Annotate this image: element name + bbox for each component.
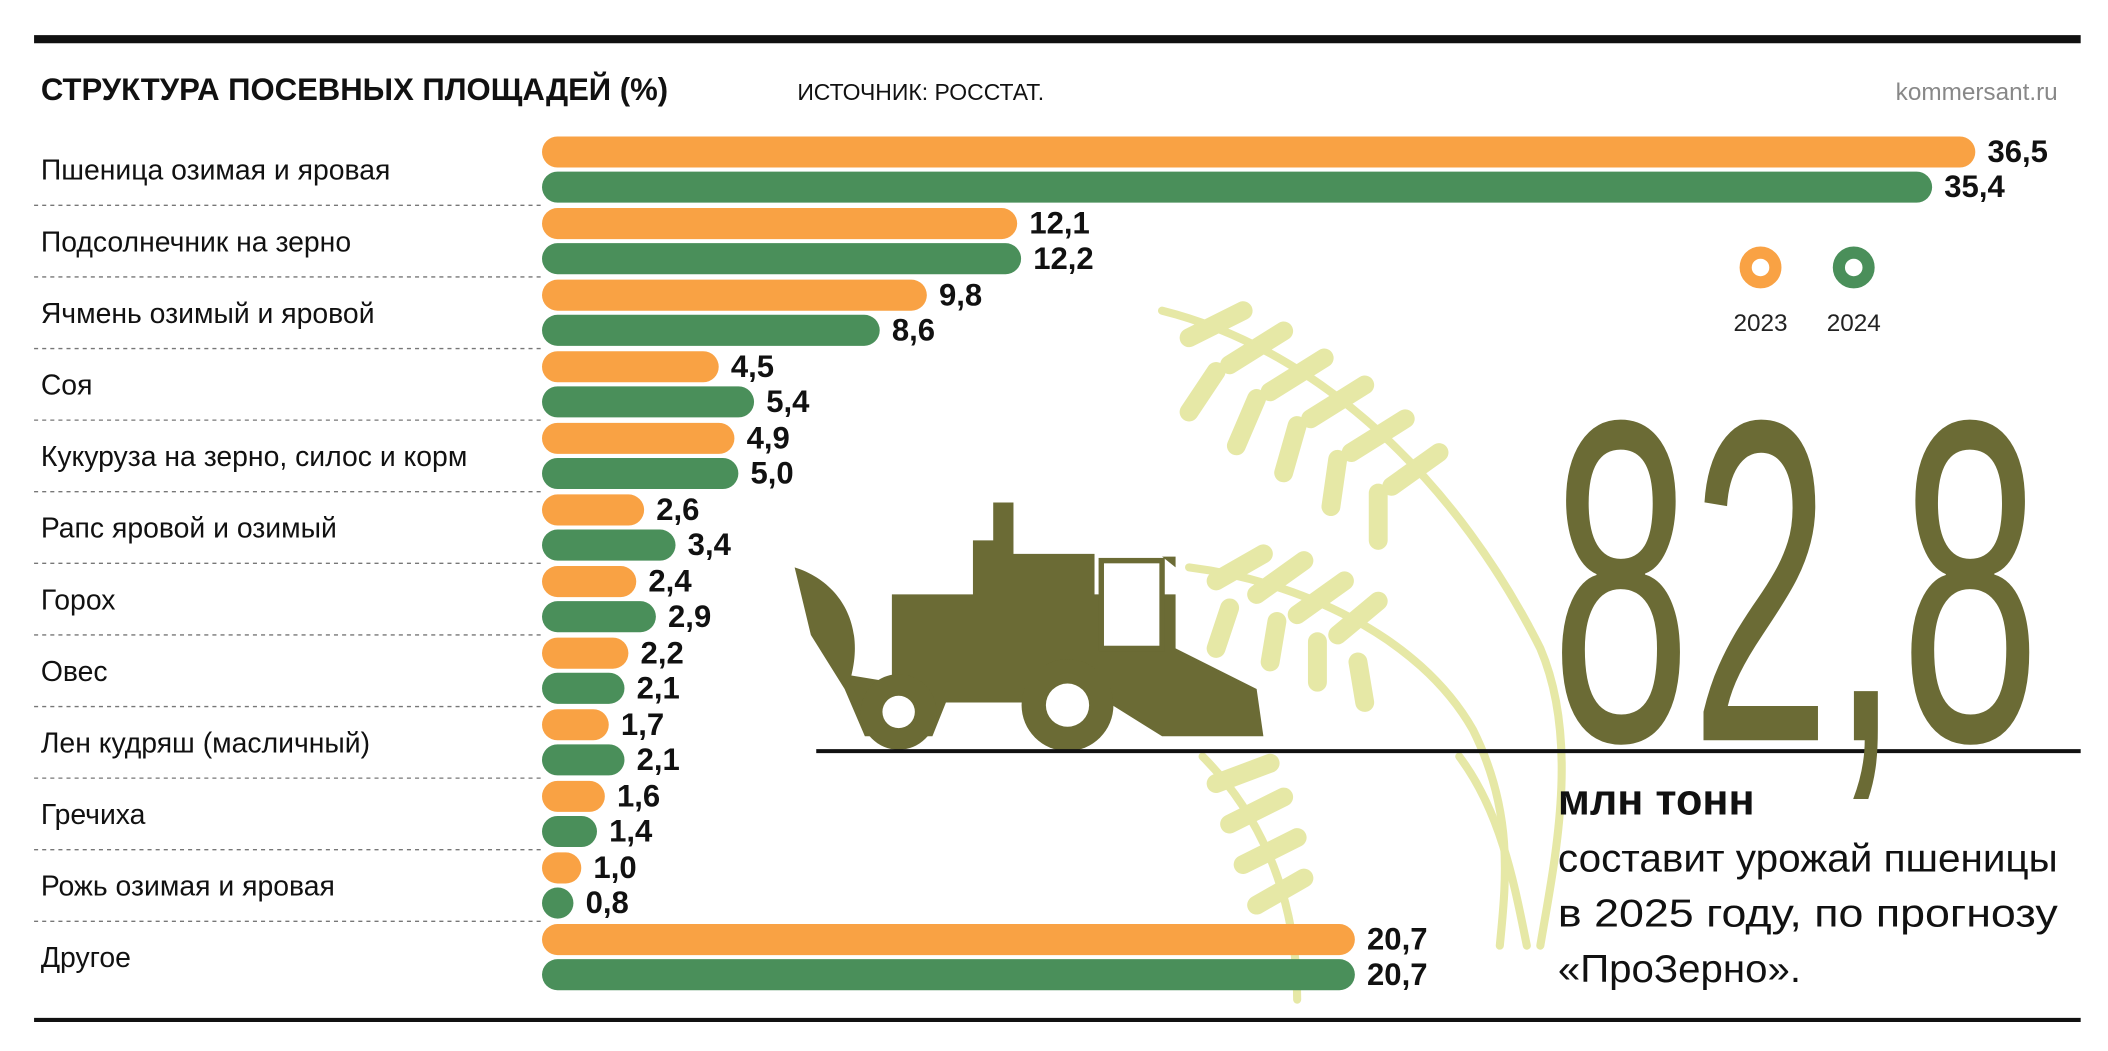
category-label: Другое (41, 942, 131, 974)
bar (542, 924, 1355, 956)
bar (542, 243, 1022, 275)
category-label: Подсолнечник на зерно (41, 226, 351, 258)
category-label: Ячмень озимый и яровой (41, 298, 375, 330)
value-label: 0,8 (586, 885, 629, 920)
site: kommersant.ru (1896, 79, 2058, 106)
category-label: Рожь озимая и яровая (41, 871, 335, 903)
bar (542, 171, 1933, 203)
category-label: Гречиха (41, 799, 146, 831)
value-label: 2,4 (648, 564, 692, 599)
value-label: 1,4 (609, 814, 653, 849)
category-label: Кукуруза на зерно, силос и корм (41, 441, 468, 473)
bar (542, 744, 625, 776)
big-number-unit: млн тонн (1558, 777, 1755, 825)
value-label: 4,5 (731, 349, 774, 384)
bar (542, 815, 597, 848)
bar (542, 529, 676, 561)
value-label: 4,9 (747, 420, 790, 455)
value-label: 20,7 (1367, 922, 1427, 957)
category-label: Горох (41, 584, 116, 616)
bar (542, 672, 625, 704)
bar (542, 351, 719, 383)
source: ИСТОЧНИК: РОССТАТ. (797, 79, 1044, 105)
value-label: 36,5 (1987, 134, 2047, 169)
bar (542, 959, 1355, 991)
legend-marker (1739, 246, 1782, 289)
bar (542, 852, 582, 884)
value-label: 1,6 (617, 778, 660, 813)
bar (542, 601, 656, 633)
value-label: 9,8 (939, 277, 982, 312)
bar (542, 279, 927, 311)
bar (542, 887, 574, 919)
annotation-line: «ПроЗерно». (1558, 948, 1801, 991)
value-label: 12,1 (1029, 206, 1089, 241)
bar (542, 566, 637, 598)
bar (542, 314, 880, 346)
bar (542, 422, 735, 454)
value-label: 2,9 (668, 599, 711, 634)
value-label: 1,0 (593, 850, 636, 885)
chart-title: СТРУКТУРА ПОСЕВНЫХ ПЛОЩАДЕЙ (%) (41, 71, 668, 107)
big-number: 82,8 (1551, 325, 2040, 838)
bar (542, 494, 645, 526)
category-label: Лен кудряш (масличный) (41, 727, 370, 759)
value-label: 5,4 (766, 384, 810, 419)
bar (542, 136, 1976, 168)
value-label: 2,1 (637, 670, 680, 705)
value-label: 1,7 (621, 707, 664, 742)
value-label: 2,2 (641, 635, 684, 670)
value-label: 12,2 (1033, 241, 1093, 276)
bar (542, 637, 629, 669)
bar (542, 457, 739, 490)
value-label: 5,0 (751, 456, 794, 491)
value-label: 35,4 (1944, 169, 2005, 204)
bar (542, 709, 609, 741)
bar (542, 208, 1018, 240)
value-label: 3,4 (688, 527, 732, 562)
value-label: 2,6 (656, 492, 699, 527)
category-label: Овес (41, 656, 108, 688)
annotation-line: составит урожай пшеницы (1558, 837, 2058, 880)
annotation-line: в 2025 году, по прогнозу (1558, 893, 2058, 936)
category-label: Соя (41, 369, 93, 401)
wheat-illustration (1158, 301, 1566, 1004)
legend-label: 2024 (1827, 310, 1881, 337)
legend-marker (1832, 246, 1875, 289)
value-label: 20,7 (1367, 957, 1427, 992)
harvester-illustration (794, 502, 1264, 752)
category-label: Пшеница озимая и яровая (41, 155, 391, 187)
bar (542, 780, 605, 812)
bar (542, 386, 755, 418)
value-label: 8,6 (892, 312, 935, 347)
legend-label: 2023 (1733, 310, 1787, 337)
category-label: Рапс яровой и озимый (41, 513, 337, 545)
value-label: 2,1 (637, 742, 680, 777)
